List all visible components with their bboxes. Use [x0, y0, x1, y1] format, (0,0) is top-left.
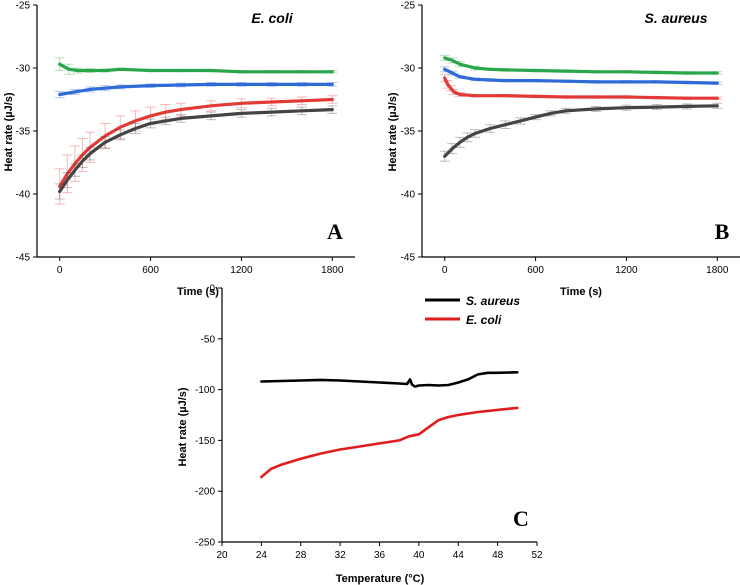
panel-c-y-tick-label: 0 — [209, 284, 215, 295]
panel-c-x-tick-label: 52 — [531, 550, 543, 561]
panel-c-chart: -250 -200 -150 -100 -50 0 20 24 28 32 36 40 44 48 52 S… — [177, 284, 543, 585]
panel-a-y-tick-label: -30 — [16, 64, 31, 75]
panel-b-chart: -45-40-35-30-250 600 1200 1800 S. aureus B … — [387, 1, 740, 298]
panel-b-series-blue — [443, 67, 719, 85]
panel-c-x-tick-label: 24 — [256, 550, 268, 561]
panel-a-x-tick-label: 1200 — [230, 265, 253, 276]
panel-b-series-dark-gray — [443, 104, 719, 158]
panel-a-chart: -45 -40 -35 -30 -25 0 600 1200 1800 E. coli A Ti… — [3, 1, 355, 298]
panel-c-series-e-coli — [260, 406, 519, 479]
panel-c-y-tick-label: -200 — [195, 487, 215, 498]
panel-a-x-tick-label: 600 — [142, 265, 159, 276]
panel-a-x-axis-label: Time (s) — [177, 286, 219, 298]
panel-b-y-tick-label: -30 — [401, 64, 416, 75]
panel-a-y-tick-label: -35 — [16, 127, 31, 138]
panel-c-y-tick-label: -150 — [195, 436, 215, 447]
panel-b-x-tick-label: 1200 — [615, 265, 638, 276]
panel-c-y-tick-label: -100 — [195, 385, 215, 396]
panel-a-x-tick-label: 0 — [57, 265, 63, 276]
panel-c-y-tick-label: -50 — [201, 334, 216, 345]
panel-b-y-axis-label: Heat rate (µJ/s) — [387, 92, 399, 171]
panel-b-y-tick-label: -45 — [401, 253, 416, 264]
panel-a-title: E. coli — [251, 10, 293, 26]
panel-c-x-axis-label: Temperature (°C) — [336, 573, 425, 585]
panel-a-x-tick-label: 1800 — [321, 265, 344, 276]
panel-a-series-green — [58, 62, 334, 74]
panel-c-legend: S. aureus E. coli — [425, 294, 520, 327]
panel-a-letter: A — [327, 219, 343, 244]
panel-b-x-tick-label: 1800 — [706, 265, 729, 276]
panel-c-series-s-aureus — [260, 370, 519, 388]
panel-b-y-tick-label: -40 — [401, 190, 416, 201]
panel-b-x-axis-label: Time (s) — [560, 286, 602, 298]
panel-a-y-axis-label: Heat rate (µJ/s) — [3, 92, 15, 171]
panel-c-letter: C — [513, 506, 529, 531]
panel-b-y-tick-label: -25 — [401, 1, 416, 12]
panel-b-series-red — [443, 76, 719, 100]
panel-a-series-red — [58, 97, 334, 188]
panel-a-series-dark-gray — [58, 107, 334, 194]
panel-c-x-tick-label: 32 — [335, 550, 347, 561]
legend-label-e-coli: E. coli — [466, 313, 502, 327]
panel-c-x-tick-label: 36 — [374, 550, 386, 561]
panel-b-title: S. aureus — [644, 10, 707, 26]
panel-a-y-tick-label: -25 — [16, 1, 31, 12]
panel-a-y-tick-label: -45 — [16, 253, 31, 264]
panel-b-x-tick-label: 0 — [442, 265, 448, 276]
panel-a-series-blue — [58, 82, 334, 97]
panel-b-series-green — [443, 56, 719, 75]
panel-c-x-tick-label: 48 — [492, 550, 504, 561]
panel-b-letter: B — [715, 219, 730, 244]
panel-c-x-tick-label: 20 — [216, 550, 228, 561]
panel-a-y-tick-label: -40 — [16, 190, 31, 201]
panel-c-x-tick-label: 40 — [413, 550, 425, 561]
panel-b-y-tick-label: -35 — [401, 127, 416, 138]
panel-c-y-tick-label: -250 — [195, 538, 215, 549]
panel-c-x-tick-label: 44 — [453, 550, 465, 561]
panel-c-x-tick-label: 28 — [295, 550, 307, 561]
panel-c-y-axis-label: Heat rate (µJ/s) — [177, 387, 189, 466]
panel-b-x-tick-label: 600 — [527, 265, 544, 276]
legend-label-s-aureus: S. aureus — [466, 294, 520, 308]
